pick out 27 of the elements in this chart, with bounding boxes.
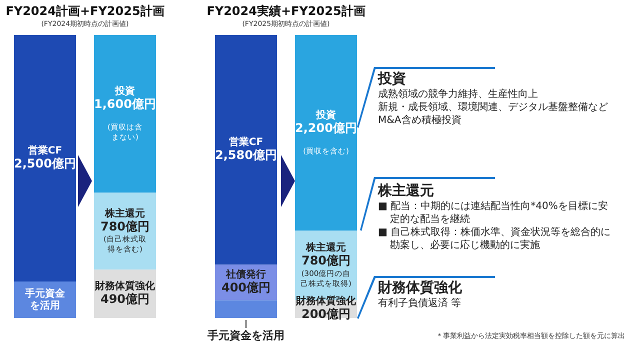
series-label: 投資: [114, 84, 135, 97]
series-label: 社債発行: [225, 268, 266, 280]
text: 有利子負債返済 等: [378, 297, 462, 310]
chart-title: FY2024実績+FY2025計画: [206, 3, 366, 20]
data-label: 400億円: [221, 280, 271, 295]
text: M&A含め積極投資: [378, 114, 462, 127]
chart-title: FY2024計画+FY2025計画: [4, 3, 166, 20]
data-label: 2,500億円: [14, 156, 76, 170]
text: 投資: [378, 70, 407, 88]
data-label: 490億円: [100, 292, 150, 306]
text: 新規・成長領域、環境関連、デジタル基盤整備など: [378, 101, 609, 114]
data-label: 2,580億円: [215, 148, 277, 162]
series-label: 投資: [315, 108, 336, 121]
series-label: 財務体質強化: [94, 280, 156, 292]
text: 財務体質強化: [378, 279, 463, 297]
text: 成熟領域の競争力維持、生産性向上: [378, 88, 539, 101]
series-label: 手元資金を活用: [206, 328, 284, 342]
series-label: 営業CF: [228, 136, 264, 148]
series-label: 手元資金を活用: [24, 287, 66, 312]
text: ■ 自己株式取得：株価水準、資金状況等を総合的に勘案し、必要に応じ機動的に実施: [378, 226, 612, 252]
text: 株主還元: [378, 182, 435, 200]
series-label: 株主還元: [104, 207, 145, 220]
series-label: 財務体質強化: [295, 295, 357, 308]
series-label: 株主還元: [305, 242, 346, 254]
data-label: 200億円: [301, 307, 351, 322]
text: ■ 配当：中期的には連結配当性向*40%を目標に安定的な配当を継続: [378, 200, 609, 226]
series-label: 営業CF: [28, 144, 62, 156]
